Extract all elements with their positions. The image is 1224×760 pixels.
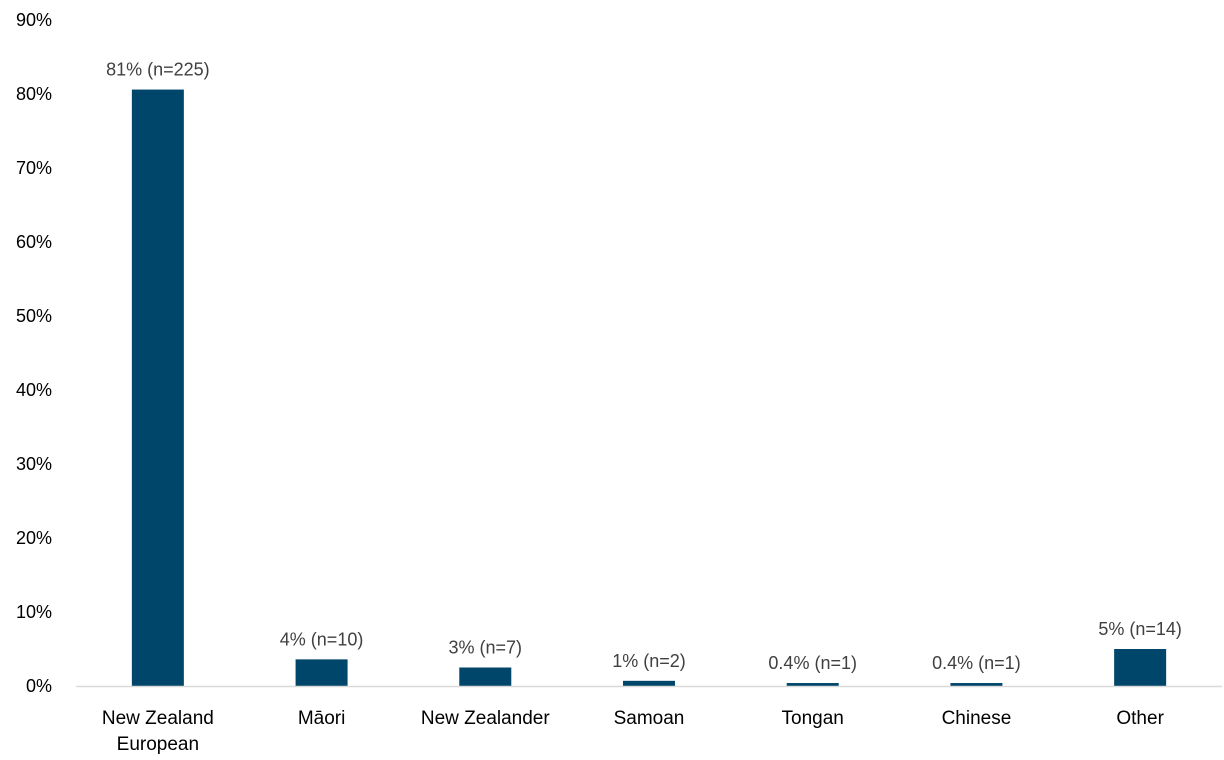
y-tick-label: 30%: [16, 454, 52, 474]
x-category-label: New Zealand: [102, 708, 214, 729]
y-tick-label: 10%: [16, 602, 52, 622]
y-tick-label: 40%: [16, 380, 52, 400]
bar-data-label: 0.4% (n=1): [768, 653, 857, 673]
y-tick-label: 20%: [16, 528, 52, 548]
data-labels: 81% (n=225) 4% (n=10) 3% (n=7) 1% (n=2) 0.4%…: [106, 60, 1182, 673]
x-category-label: European: [117, 734, 199, 755]
bar: [131, 89, 184, 686]
x-category-label: Other: [1116, 708, 1164, 729]
x-category-label: Māori: [298, 708, 346, 729]
bar-data-label: 81% (n=225): [106, 60, 210, 80]
bar: [786, 683, 839, 686]
bar: [623, 680, 675, 686]
bar-data-label: 5% (n=14): [1098, 619, 1182, 639]
x-category-label: Tongan: [782, 708, 844, 729]
y-tick-label: 60%: [16, 232, 52, 252]
x-category-label: Chinese: [942, 708, 1012, 729]
bar: [295, 659, 348, 686]
x-category-label: New Zealander: [421, 708, 551, 729]
y-tick-label: 90%: [16, 10, 52, 30]
bar-data-label: 3% (n=7): [449, 638, 523, 658]
y-tick-label: 50%: [16, 306, 52, 326]
x-axis-category-labels: New Zealand European Māori New Zealander Sam…: [102, 708, 1165, 755]
x-category-label: Samoan: [614, 708, 685, 729]
y-tick-label: 70%: [16, 158, 52, 178]
bar-data-label: 1% (n=2): [612, 651, 686, 671]
bar: [1114, 649, 1167, 686]
y-tick-label: 80%: [16, 84, 52, 104]
y-tick-label: 0%: [26, 676, 52, 696]
bar: [459, 667, 512, 686]
bar: [950, 683, 1003, 686]
y-axis-tick-labels: 0% 10% 20% 30% 40% 50% 60% 70% 80% 90%: [16, 10, 52, 696]
bar-data-label: 0.4% (n=1): [932, 653, 1021, 673]
bar-data-label: 4% (n=10): [280, 629, 364, 649]
bars: [131, 89, 1167, 686]
